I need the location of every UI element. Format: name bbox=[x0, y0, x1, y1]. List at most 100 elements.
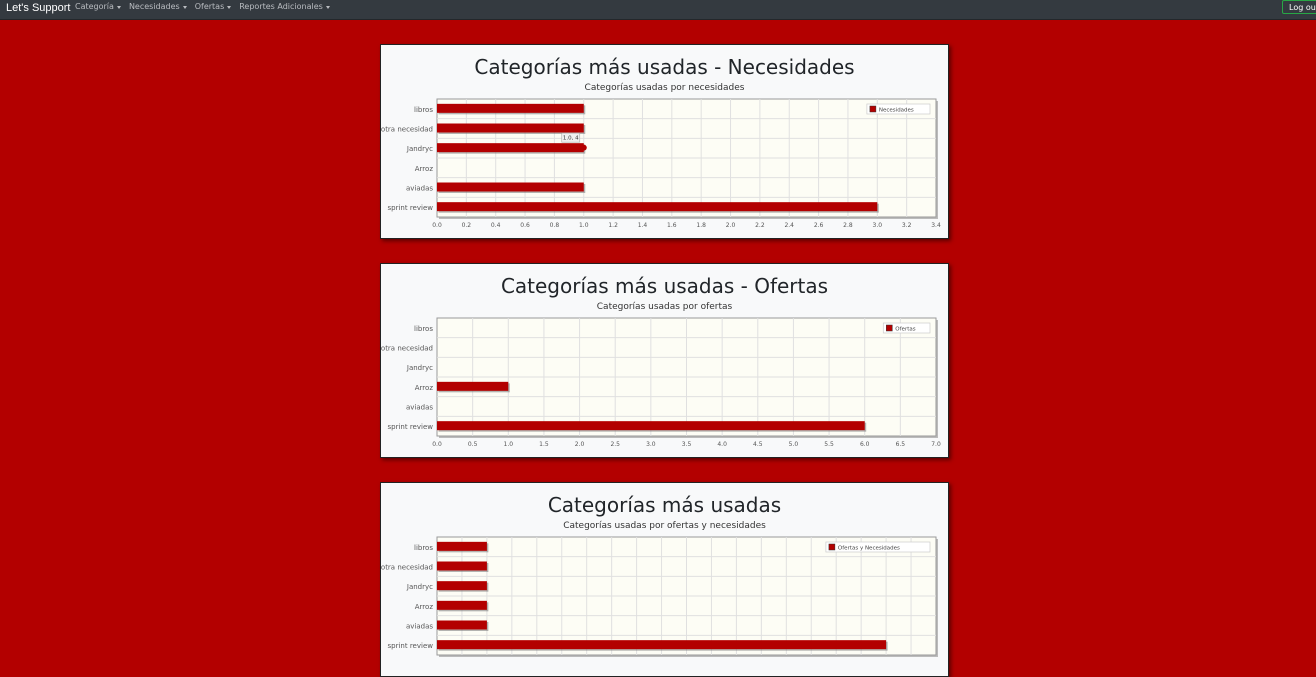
bar bbox=[437, 103, 584, 113]
bar-chart-ofertas: libros otra necesidad Jandryc Arroz aviadas s… bbox=[381, 317, 941, 448]
chart-subtitle: Categorías usadas por ofertas bbox=[596, 302, 733, 312]
caret-down-icon bbox=[227, 5, 232, 9]
legend-swatch bbox=[869, 105, 877, 113]
category-label: libros bbox=[414, 325, 433, 333]
chart-subtitle: Categorías usadas por necesidades bbox=[584, 83, 745, 93]
x-tick-label: 2.8 bbox=[843, 222, 853, 229]
x-tick-label: 1.4 bbox=[638, 222, 648, 229]
category-label: sprint review bbox=[388, 642, 434, 650]
chart-title: Categorías más usadas - Necesidades bbox=[474, 55, 855, 79]
category-label: Jandryc bbox=[406, 583, 433, 591]
x-tick-label: 0.2 bbox=[462, 222, 472, 229]
legend-box bbox=[825, 541, 931, 553]
x-tick-label: 0.6 bbox=[520, 222, 530, 229]
nav-item-label: Necesidades bbox=[128, 2, 180, 11]
chart-card-ofertas: Categorías más usadas - Ofertas Categorí… bbox=[380, 263, 949, 458]
x-tick-label: 2.6 bbox=[814, 222, 824, 229]
logout-button[interactable]: Log out bbox=[1282, 0, 1316, 14]
x-tick-label: 2.5 bbox=[610, 441, 620, 448]
nav-menu: Categoría Necesidades Ofertas Reportes A… bbox=[75, 2, 330, 12]
x-tick-label: 3.0 bbox=[646, 441, 656, 448]
tooltip-box bbox=[561, 132, 581, 143]
category-label: otra necesidad bbox=[381, 345, 433, 353]
bar bbox=[437, 600, 487, 610]
chart-subtitle: Categorías usadas por ofertas y necesida… bbox=[563, 521, 766, 531]
category-label: sprint review bbox=[388, 423, 434, 431]
category-label: sprint review bbox=[388, 204, 434, 212]
x-tick-label: 1.8 bbox=[696, 222, 706, 229]
category-label: libros bbox=[414, 106, 433, 114]
category-label: Jandryc bbox=[406, 145, 433, 153]
category-label: Arroz bbox=[415, 603, 434, 611]
x-tick-label: 7.0 bbox=[931, 441, 941, 448]
brand-link[interactable]: Let's Support bbox=[6, 2, 71, 14]
nav-item-label: Categoría bbox=[75, 2, 114, 11]
tooltip-text: 1.0, 4 bbox=[563, 136, 579, 142]
x-tick-label: 1.2 bbox=[608, 222, 618, 229]
bar bbox=[437, 581, 487, 591]
x-tick-label: 3.0 bbox=[873, 222, 883, 229]
x-tick-label: 0.0 bbox=[432, 222, 442, 229]
x-tick-label: 0.4 bbox=[491, 222, 501, 229]
bar bbox=[437, 202, 878, 212]
caret-down-icon bbox=[116, 5, 121, 9]
x-tick-label: 6.0 bbox=[860, 441, 870, 448]
x-tick-label: 1.6 bbox=[667, 222, 677, 229]
x-tick-label: 1.0 bbox=[504, 441, 514, 448]
nav-dropdown-categoria[interactable]: Categoría bbox=[75, 2, 121, 12]
category-label: otra necesidad bbox=[381, 564, 433, 572]
bar bbox=[437, 640, 887, 650]
x-tick-label: 0.5 bbox=[468, 441, 478, 448]
x-tick-label: 1.0 bbox=[579, 222, 589, 229]
category-label: Jandryc bbox=[406, 364, 433, 372]
bar bbox=[437, 541, 487, 551]
nav-dropdown-ofertas[interactable]: Ofertas bbox=[195, 2, 232, 12]
category-label: aviadas bbox=[406, 623, 433, 631]
legend-label: Ofertas bbox=[895, 327, 915, 333]
x-tick-label: 3.2 bbox=[902, 222, 912, 229]
bar-chart-necesidades: libros otra necesidad Jandryc Arroz aviadas s… bbox=[381, 98, 941, 229]
bar bbox=[437, 620, 487, 630]
x-tick-label: 2.4 bbox=[784, 222, 794, 229]
x-tick-label: 5.0 bbox=[789, 441, 799, 448]
x-tick-label: 2.0 bbox=[726, 222, 736, 229]
x-tick-label: 6.5 bbox=[896, 441, 906, 448]
x-tick-label: 1.5 bbox=[539, 441, 549, 448]
x-tick-label: 4.0 bbox=[717, 441, 727, 448]
category-label: libros bbox=[414, 544, 433, 552]
x-tick-label: 4.5 bbox=[753, 441, 763, 448]
navbar: Let's Support Categoría Necesidades Ofer… bbox=[0, 0, 1316, 20]
x-tick-label: 0.8 bbox=[550, 222, 560, 229]
category-label: Arroz bbox=[415, 165, 434, 173]
x-tick-label: 3.5 bbox=[682, 441, 692, 448]
legend-label: Ofertas y Necesidades bbox=[838, 546, 900, 552]
category-label: aviadas bbox=[406, 404, 433, 412]
bar bbox=[437, 561, 487, 571]
legend-box bbox=[882, 322, 931, 334]
legend-box bbox=[866, 103, 931, 115]
highlight-point bbox=[580, 144, 587, 151]
x-tick-label: 3.4 bbox=[931, 222, 941, 229]
caret-down-icon bbox=[182, 5, 187, 9]
nav-item-label: Ofertas bbox=[194, 2, 225, 11]
legend-swatch bbox=[828, 543, 836, 551]
legend-label: Necesidades bbox=[879, 108, 914, 114]
bar bbox=[437, 123, 584, 133]
nav-item-label: Reportes Adicionales bbox=[239, 2, 323, 11]
x-tick-label: 5.5 bbox=[824, 441, 834, 448]
chart-title: Categorías más usadas bbox=[547, 493, 782, 517]
chart-title: Categorías más usadas - Ofertas bbox=[500, 274, 829, 298]
chart-card-necesidades: Categorías más usadas - Necesidades Cate… bbox=[380, 44, 949, 239]
x-tick-label: 2.0 bbox=[575, 441, 585, 448]
bar bbox=[437, 182, 584, 192]
category-label: aviadas bbox=[406, 185, 433, 193]
category-label: otra necesidad bbox=[381, 126, 433, 134]
nav-dropdown-necesidades[interactable]: Necesidades bbox=[129, 2, 187, 12]
nav-dropdown-reportes[interactable]: Reportes Adicionales bbox=[239, 2, 330, 12]
bar-chart-total: libros otra necesidad Jandryc Arroz aviadas s… bbox=[381, 536, 938, 657]
caret-down-icon bbox=[325, 5, 330, 9]
x-tick-label: 0.0 bbox=[432, 441, 442, 448]
bar bbox=[437, 143, 584, 153]
x-tick-label: 2.2 bbox=[755, 222, 765, 229]
bar bbox=[437, 421, 865, 431]
